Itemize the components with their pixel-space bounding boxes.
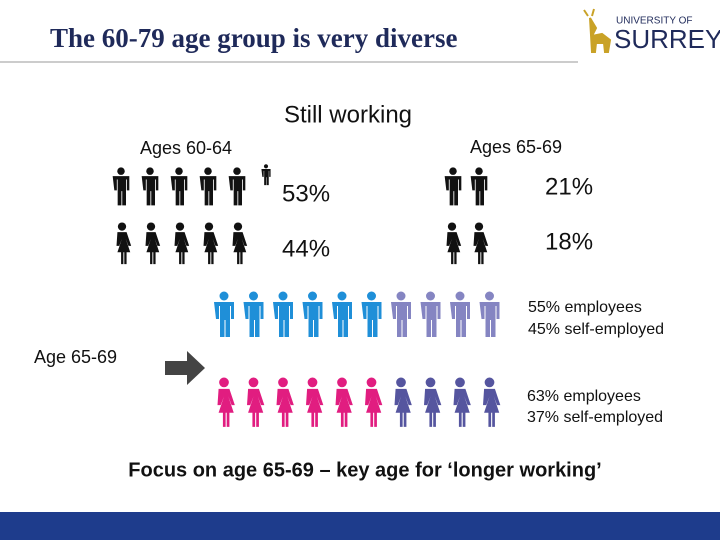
percent-women: 18% xyxy=(545,228,593,255)
percent-women: 44% xyxy=(282,235,330,262)
percent-men: 53% xyxy=(282,180,330,207)
arrow xyxy=(165,351,205,385)
slide-title: The 60-79 age group is very diverse xyxy=(50,23,457,53)
breakdown-line: 45% self-employed xyxy=(528,321,664,338)
logo-line2: SURREY xyxy=(614,24,720,54)
breakdown-line: 55% employees xyxy=(528,299,642,316)
age-label: Age 65-69 xyxy=(34,347,117,367)
section-title: Still working xyxy=(284,101,412,128)
footer-bar xyxy=(0,512,720,540)
group-label: Ages 65-69 xyxy=(470,137,562,157)
breakdown-line: 37% self-employed xyxy=(527,409,663,426)
logo: UNIVERSITY OF SURREY xyxy=(583,8,720,54)
percent-men: 21% xyxy=(545,173,593,200)
footer-text: Focus on age 65-69 – key age for ‘longer… xyxy=(128,459,601,481)
logo-stag xyxy=(583,8,612,53)
logo-line1: UNIVERSITY OF xyxy=(616,16,693,27)
group-label: Ages 60-64 xyxy=(140,138,232,158)
breakdown-line: 63% employees xyxy=(527,388,641,405)
